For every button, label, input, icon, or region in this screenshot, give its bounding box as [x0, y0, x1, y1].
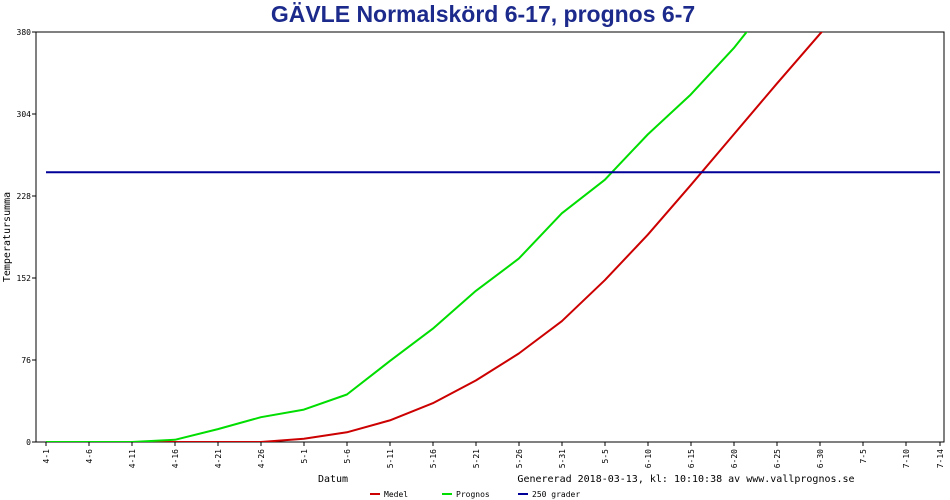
- y-tick-label: 0: [26, 438, 31, 447]
- y-tick-label: 76: [21, 356, 31, 365]
- x-tick-label: 4-21: [214, 449, 223, 468]
- x-tick-label: 5-31: [558, 449, 567, 468]
- x-tick-label: 7-5: [859, 449, 868, 464]
- legend-label-prognos: Prognos: [456, 490, 490, 499]
- y-tick-label: 304: [17, 110, 32, 119]
- x-tick-label: 5-5: [601, 449, 610, 464]
- x-tick-label: 4-1: [42, 449, 51, 464]
- y-tick-label: 380: [17, 28, 32, 37]
- x-axis: 4-1 4-6 4-11 4-16 4-21 4-26 5-1 5-6 5-11 5-16 5-21…: [42, 442, 945, 468]
- plot-area-frame: [35, 31, 945, 443]
- x-tick-label: 5-21: [472, 449, 481, 468]
- series-line-medel: [46, 32, 824, 442]
- x-tick-label: 5-11: [386, 449, 395, 468]
- series-line-prognos: [46, 32, 748, 442]
- x-tick-label: 6-30: [816, 449, 825, 468]
- x-tick-label: 5-16: [429, 449, 438, 468]
- x-axis-label: Datum: [318, 474, 348, 485]
- legend-label-250-grader: 250 grader: [532, 490, 580, 499]
- x-tick-label: 4-26: [257, 449, 266, 468]
- series-layer: [46, 32, 940, 442]
- y-tick-label: 152: [17, 274, 32, 283]
- x-tick-label: 7-14: [936, 449, 945, 468]
- x-tick-label: 5-1: [300, 449, 309, 464]
- legend: Medel Prognos 250 grader: [370, 490, 580, 499]
- x-tick-label: 6-10: [644, 449, 653, 468]
- x-tick-label: 6-25: [773, 449, 782, 468]
- x-tick-label: 6-20: [730, 449, 739, 468]
- x-tick-label: 4-6: [85, 449, 94, 464]
- x-tick-label: 5-6: [343, 449, 352, 464]
- legend-label-medel: Medel: [384, 490, 408, 499]
- x-tick-label: 4-16: [171, 449, 180, 468]
- x-tick-label: 4-11: [128, 449, 137, 468]
- y-tick-label: 228: [17, 192, 32, 201]
- generated-timestamp: Genererad 2018-03-13, kl: 10:10:38 av ww…: [517, 474, 854, 485]
- x-tick-label: 5-26: [515, 449, 524, 468]
- chart-title: GÄVLE Normalskörd 6-17, prognos 6-7: [271, 1, 695, 27]
- y-axis-label: Temperatursumma: [2, 192, 13, 282]
- y-axis: 0 76 152 228 304 380: [17, 28, 36, 447]
- series-group: [46, 32, 940, 442]
- x-tick-label: 7-10: [902, 449, 911, 468]
- x-tick-label: 6-15: [687, 449, 696, 468]
